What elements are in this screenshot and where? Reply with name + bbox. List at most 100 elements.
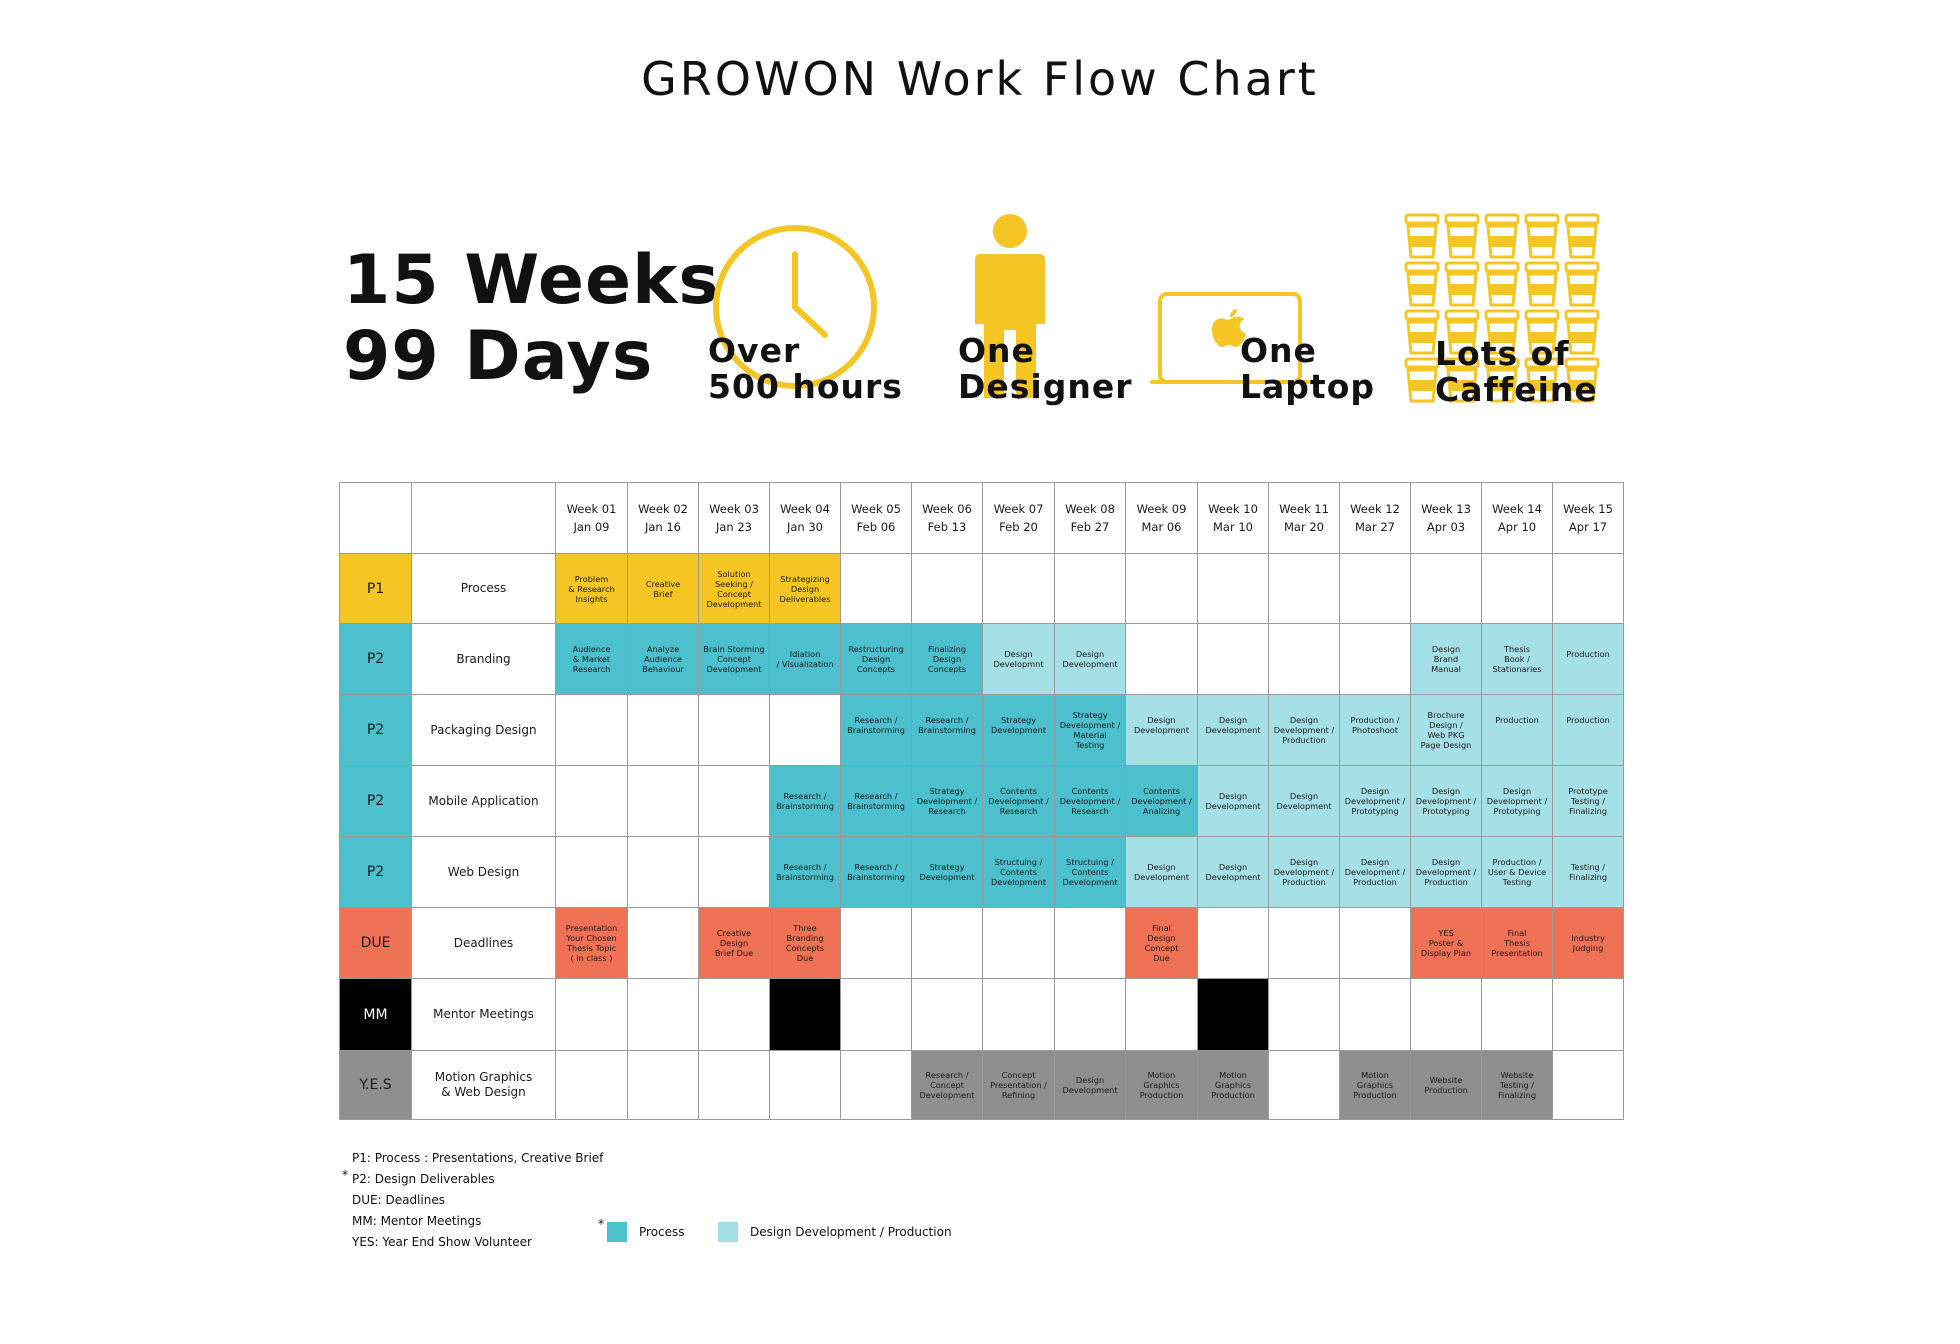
schedule-cell: Website Testing / Finalizing <box>1481 1050 1553 1120</box>
week-header: Week 04 Jan 30 <box>769 482 841 554</box>
schedule-cell: Industry Judging <box>1552 907 1624 979</box>
schedule-cell <box>627 907 699 979</box>
schedule-cell: Final Design Concept Due <box>1125 907 1198 979</box>
schedule-cell <box>1268 978 1340 1051</box>
table-row: DUE Deadlines Presentation Your Chosen The… <box>339 907 1624 979</box>
corner-cell-code <box>339 482 412 554</box>
caffeine-line2: Caffeine <box>1435 370 1598 409</box>
schedule-cell <box>698 765 770 837</box>
week-header: Week 03 Jan 23 <box>698 482 770 554</box>
schedule-cell: Strategy Development <box>911 836 983 908</box>
schedule-cell: Design Development / Prototyping <box>1410 765 1482 837</box>
row-name: Mentor Meetings <box>411 978 556 1051</box>
row-name: Branding <box>411 623 556 695</box>
schedule-cell <box>1339 553 1411 624</box>
schedule-cell <box>982 907 1055 979</box>
schedule-cell <box>627 978 699 1051</box>
schedule-cell <box>555 765 628 837</box>
laptop-icon <box>1150 292 1310 384</box>
schedule-cell: Research / Brainstorming <box>840 765 912 837</box>
schedule-cell <box>698 694 770 766</box>
row-name: Web Design <box>411 836 556 908</box>
week-header: Week 06 Feb 13 <box>911 482 983 554</box>
coffee-cup-icon <box>1564 357 1600 403</box>
schedule-cell: Thesis Book / Stationaries <box>1481 623 1553 695</box>
schedule-cell: Design Development <box>1125 836 1198 908</box>
schedule-cell: Design Brand Manual <box>1410 623 1482 695</box>
schedule-cell <box>1268 907 1340 979</box>
schedule-cell: Research / Brainstorming <box>911 694 983 766</box>
row-name: Process <box>411 553 556 624</box>
coffee-cup-icon <box>1484 357 1520 403</box>
schedule-cell: Design Development / Production <box>1339 836 1411 908</box>
schedule-cell: Problem & Research Insights <box>555 553 628 624</box>
designer-line1: One <box>958 331 1035 370</box>
row-code: P2 <box>339 623 412 695</box>
schedule-cell <box>1054 553 1126 624</box>
row-code: DUE <box>339 907 412 979</box>
schedule-cell <box>1197 907 1269 979</box>
note-line: P2: Design Deliverables <box>352 1172 495 1186</box>
week-header: Week 07 Feb 20 <box>982 482 1055 554</box>
schedule-cell: Idiation / Visualization <box>769 623 841 695</box>
coffee-cup-icon <box>1404 309 1440 355</box>
week-header: Week 09 Mar 06 <box>1125 482 1198 554</box>
schedule-cell: Design Development / Prototyping <box>1481 765 1553 837</box>
schedule-cell: Design Development <box>1197 694 1269 766</box>
week-header: Week 08 Feb 27 <box>1054 482 1126 554</box>
row-name: Deadlines <box>411 907 556 979</box>
schedule-cell: Website Production <box>1410 1050 1482 1120</box>
coffee-cup-icon <box>1404 261 1440 307</box>
schedule-cell <box>1552 553 1624 624</box>
schedule-cell: Creative Design Brief Due <box>698 907 770 979</box>
schedule-cell <box>769 978 841 1051</box>
laptop-line1: One <box>1240 331 1317 370</box>
schedule-cell: Brochure Design / Web PKG Page Design <box>1410 694 1482 766</box>
coffee-cup-icon <box>1404 357 1440 403</box>
week-header: Week 10 Mar 10 <box>1197 482 1269 554</box>
schedule-cell: Research / Brainstorming <box>840 836 912 908</box>
schedule-cell <box>1054 978 1126 1051</box>
schedule-cell <box>1339 907 1411 979</box>
schedule-cell <box>911 978 983 1051</box>
schedule-cell <box>1481 553 1553 624</box>
schedule-cell <box>627 694 699 766</box>
schedule-cell: Research / Brainstorming <box>840 694 912 766</box>
schedule-cell <box>911 907 983 979</box>
schedule-cell: Contents Development / Research <box>982 765 1055 837</box>
schedule-cell <box>769 1050 841 1120</box>
schedule-cell <box>840 978 912 1051</box>
schedule-cell: Three Branding Concepts Due <box>769 907 841 979</box>
schedule-cell: Testing / Finalizing <box>1552 836 1624 908</box>
schedule-cell <box>1197 978 1269 1051</box>
schedule-cell: Design Development <box>1054 1050 1126 1120</box>
schedule-cell: Finalizing Design Concepts <box>911 623 983 695</box>
legend-process-label: Process <box>639 1225 685 1239</box>
table-row: P2 Packaging Design Research / Brainstormi… <box>339 694 1624 766</box>
weeks-count: 15 Weeks <box>343 241 720 320</box>
coffee-cup-icon <box>1524 357 1560 403</box>
coffee-cup-icon <box>1444 261 1480 307</box>
schedule-cell <box>1197 623 1269 695</box>
row-code: P2 <box>339 836 412 908</box>
schedule-cell: Design Development / Production <box>1410 836 1482 908</box>
schedule-cell <box>698 836 770 908</box>
schedule-cell: Brain Storming Concept Development <box>698 623 770 695</box>
schedule-cell <box>911 553 983 624</box>
schedule-cell: Design Development <box>1268 765 1340 837</box>
schedule-cell: Production <box>1552 623 1624 695</box>
row-code: P2 <box>339 694 412 766</box>
note-line: P1: Process : Presentations, Creative Br… <box>352 1151 604 1165</box>
coffee-cup-icon <box>1564 213 1600 259</box>
week-header: Week 01 Jan 09 <box>555 482 628 554</box>
schedule-cell <box>1268 553 1340 624</box>
schedule-cell <box>982 553 1055 624</box>
schedule-cell: Concept Presentation / Refining <box>982 1050 1055 1120</box>
coffee-cup-icon <box>1484 309 1520 355</box>
schedule-cell <box>1552 978 1624 1051</box>
schedule-cell: Design Developmnt <box>982 623 1055 695</box>
schedule-cell <box>555 1050 628 1120</box>
schedule-cell <box>840 907 912 979</box>
schedule-cell: Strategy Development <box>982 694 1055 766</box>
coffee-cup-icon <box>1564 309 1600 355</box>
